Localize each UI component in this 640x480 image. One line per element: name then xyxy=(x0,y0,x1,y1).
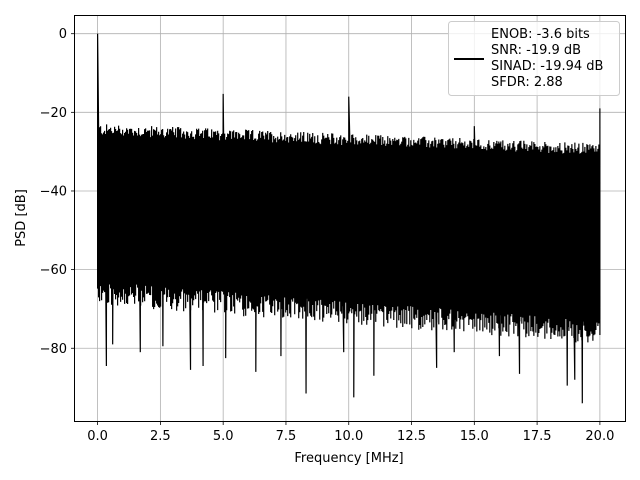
y-axis-label: PSD [dB] xyxy=(14,189,29,247)
legend-entry-sfdr: SFDR: 2.88 xyxy=(491,75,563,90)
legend-box xyxy=(448,21,620,96)
y-tick-label: −80 xyxy=(40,342,67,357)
x-axis-ticks: 0.0 2.5 5.0 7.5 10.0 12.5 15.0 17.5 20.0 xyxy=(87,421,614,444)
x-tick-label: 2.5 xyxy=(150,429,171,444)
y-tick-label: −20 xyxy=(40,106,67,121)
y-tick-label: 0 xyxy=(59,27,67,42)
x-tick-label: 17.5 xyxy=(523,429,552,444)
legend-entry-enob: ENOB: -3.6 bits xyxy=(491,27,590,42)
legend: ENOB: -3.6 bits SNR: -19.9 dB SINAD: -19… xyxy=(448,21,620,96)
plot-area xyxy=(97,33,601,404)
x-axis-label: Frequency [MHz] xyxy=(294,451,403,466)
legend-entry-snr: SNR: -19.9 dB xyxy=(491,43,581,58)
x-tick-label: 12.5 xyxy=(397,429,426,444)
legend-entry-sinad: SINAD: -19.94 dB xyxy=(491,59,603,74)
x-tick-label: 5.0 xyxy=(213,429,234,444)
y-tick-label: −60 xyxy=(40,263,67,278)
psd-series-line xyxy=(97,33,601,404)
x-tick-label: 7.5 xyxy=(276,429,297,444)
y-tick-label: −40 xyxy=(40,184,67,199)
x-tick-label: 10.0 xyxy=(334,429,363,444)
x-tick-label: 0.0 xyxy=(87,429,108,444)
y-axis-ticks: 0 −20 −40 −60 −80 xyxy=(40,27,75,357)
x-tick-label: 15.0 xyxy=(460,429,489,444)
axes-frame xyxy=(74,15,626,422)
x-tick-label: 20.0 xyxy=(585,429,614,444)
